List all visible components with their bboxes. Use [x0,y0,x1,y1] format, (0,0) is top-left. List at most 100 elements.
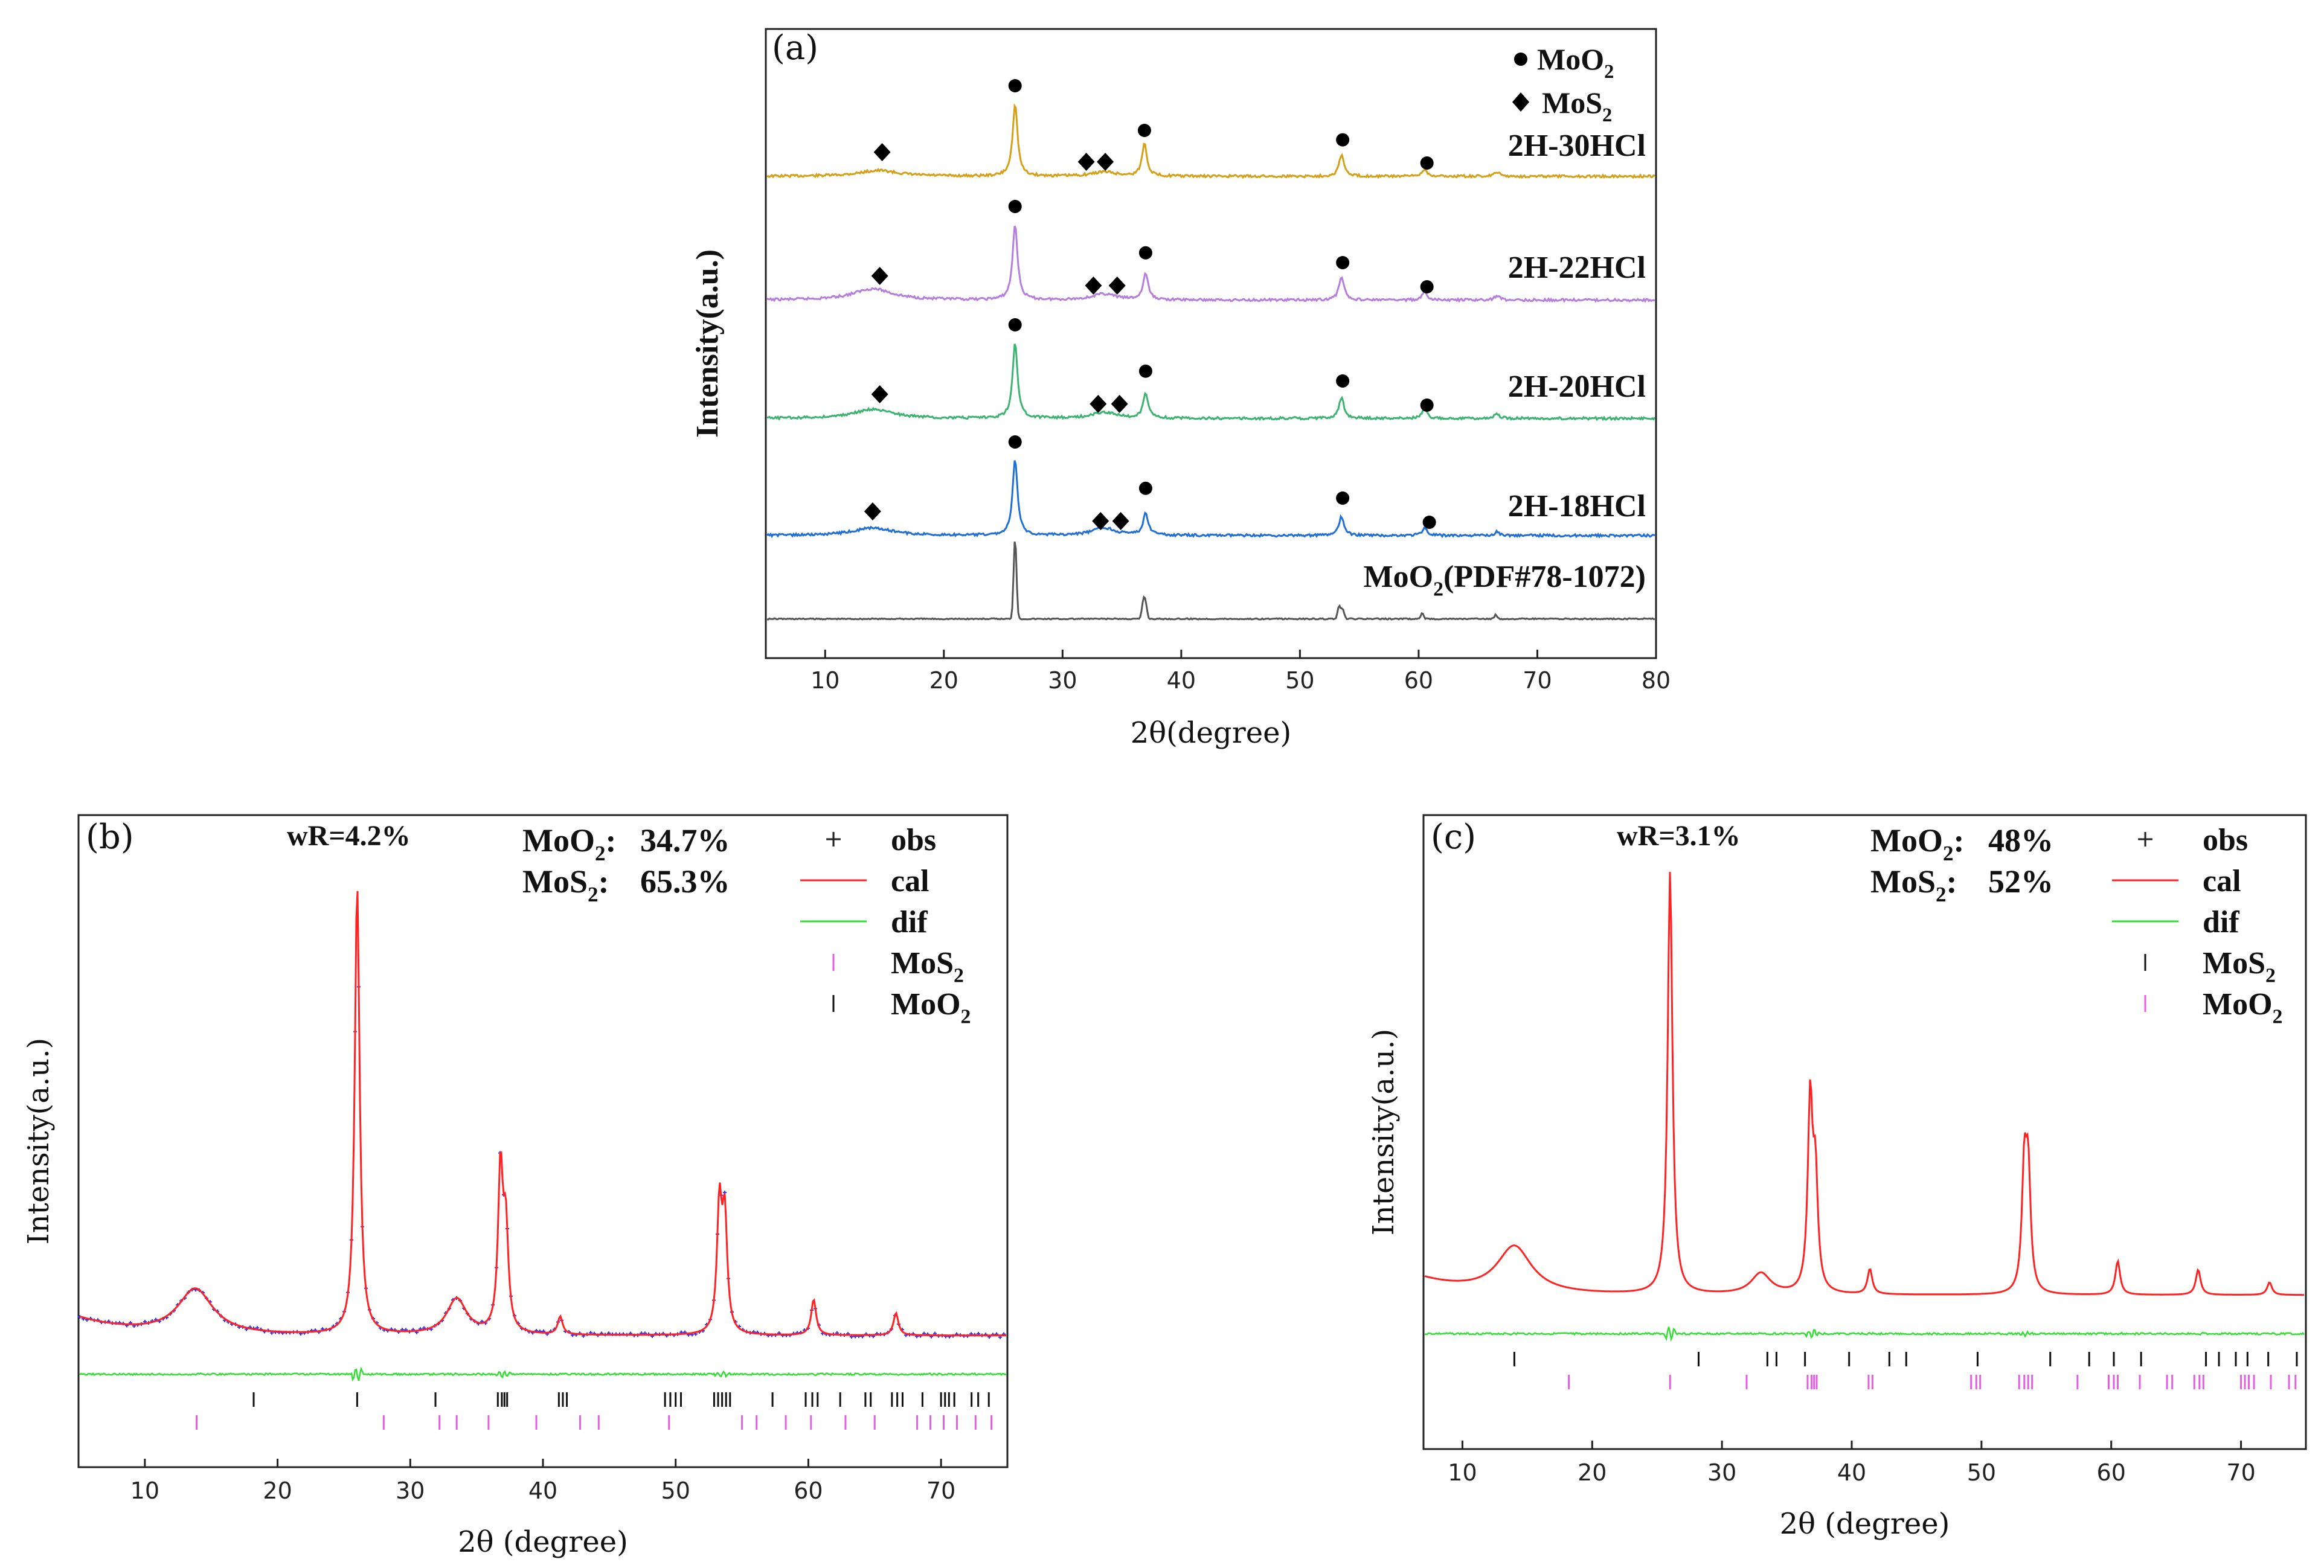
panel-b-x-tick-label: 10 [130,1477,159,1504]
panel-a-x-tick-label: 50 [1285,667,1314,694]
moo2-peak-marker [1008,435,1022,449]
moo2-peak-marker [1420,280,1434,293]
moo2-peak-marker [1138,364,1152,378]
panel-a-x-tick-label: 40 [1167,667,1196,694]
panel-a-x-tick-label: 70 [1523,667,1552,694]
panel-b-obs-points [78,985,1006,1339]
panel-b-legend-dif-label: dif [891,905,928,939]
panel-c-phase2-fraction-value: 52% [1988,863,2053,900]
moo2-peak-marker [1336,256,1350,269]
mos2-legend-diamond-marker [1512,92,1529,112]
panel-c-phase2-fraction-label: MoS2: [1870,863,1957,906]
mos2-peak-marker [1085,277,1102,295]
mos2-peak-marker [1077,153,1095,171]
moo2-peak-marker [1138,481,1152,495]
panel-b-x-axis-title: 2θ (degree) [458,1525,628,1559]
panel-c-legend-dif-label: dif [2203,905,2239,939]
panel-b-x-tick-label: 60 [794,1477,823,1504]
moo2-peak-marker [1008,318,1022,331]
moo2-peak-marker [1420,156,1434,170]
panel-a-x-tick-label: 30 [1048,667,1077,694]
panel-b-legend-phase1-label: MoS2 [891,946,964,987]
panel-c-y-axis-title: Intensity(a.u.) [1367,1029,1401,1235]
panel-b-y-axis-title: Intensity(a.u.) [22,1038,56,1244]
mos2-peak-marker [1090,395,1107,413]
panel-b-x-tick-label: 30 [396,1477,425,1504]
panel-c-x-tick-label: 10 [1448,1459,1477,1486]
panel-b-tag: (b) [86,818,134,857]
panel-c-cal-curve [1424,872,2304,1296]
pattern-line-2h18hcl [766,460,1655,539]
panel-c-x-axis-title: 2θ (degree) [1780,1507,1950,1541]
panel-a-x-tick-label: 60 [1404,667,1433,694]
moo2-peak-marker [1420,398,1434,412]
panel-b-wr-value: wR=4.2% [287,820,411,852]
mos2-peak-marker [1111,395,1128,413]
pattern-line-moo2 [766,541,1655,621]
mos2-peak-marker [871,267,888,285]
panel-a-x-tick-label: 10 [811,667,839,694]
panel-c-dif-curve [1424,1326,2305,1342]
panel-b-x-tick-label: 40 [528,1477,557,1504]
panel-b-phase2-fraction-label: MoS2: [522,863,609,906]
moo2-peak-marker [1008,200,1022,213]
moo2-peak-marker [1137,124,1151,137]
mos2-peak-marker [1112,512,1129,530]
panel-c-x-tick-label: 20 [1578,1459,1607,1486]
pattern-label-2h-18hcl: 2H-18HCl [1508,489,1646,523]
mos2-peak-marker [1097,153,1114,171]
mos2-peak-marker [1092,512,1109,530]
pattern-line-2h22hcl [766,225,1655,303]
panel-c-legend-phase1-label: MoS2 [2203,946,2276,987]
panel-a-x-tick-label: 80 [1642,667,1671,694]
panel-a-y-axis-title: Intensity(a.u.) [690,249,725,438]
panel-b-legend-cal-label: cal [891,864,929,898]
panel-c-legend-cal-label: cal [2203,864,2241,898]
moo2-peak-marker [1422,516,1436,529]
pattern-label-2h-20hcl: 2H-20HCl [1508,370,1646,404]
panel-b-frame [77,814,1009,1468]
mos2-peak-marker [871,385,888,403]
panel-c-x-tick-label: 40 [1837,1459,1866,1486]
panel-b-phase2-fraction-value: 65.3% [640,863,730,900]
panel-b-phase1-fraction-label: MoO2: [522,822,617,865]
moo2-peak-marker [1336,491,1350,505]
panel-c-x-tick-label: 70 [2226,1459,2255,1486]
panel-a-x-axis-title: 2θ(degree) [1131,716,1292,750]
panel-c-phase1-fraction-label: MoO2: [1870,822,1965,865]
pattern-label-pdf: MoO2(PDF#78-1072) [1364,560,1646,601]
panel-c-tag: (c) [1431,818,1476,857]
panel-c-legend-phase2-label: MoO2 [2203,987,2282,1028]
mos2-peak-marker [864,502,881,520]
mos2-peak-marker [873,143,891,161]
panel-c-x-tick-label: 50 [1967,1459,1996,1486]
moo2-peak-marker [1336,133,1350,147]
panel-b-x-tick-label: 70 [926,1477,955,1504]
moo2-peak-marker [1336,374,1350,388]
panel-c-legend-obs-label: obs [2203,823,2248,857]
panel-c-legend-obs-symbol: + [2136,825,2155,852]
panel-b-x-tick-label: 50 [661,1477,690,1504]
panel-b-cal-curve [79,891,1006,1337]
panel-c-frame [1422,814,2307,1450]
pattern-line-2h30hcl [766,103,1655,179]
mos2-legend-label: MoS2 [1542,86,1612,126]
panel-c-x-tick-label: 30 [1707,1459,1736,1486]
pattern-label-2h-22hcl: 2H-22HCl [1508,251,1646,285]
moo2-peak-marker [1138,246,1152,260]
mos2-peak-marker [1108,277,1126,295]
panel-c-x-tick-label: 60 [2097,1459,2126,1486]
panel-b-x-tick-label: 20 [263,1477,292,1504]
panel-b-dif-curve [79,1366,1007,1382]
pattern-line-2h20hcl [766,344,1656,421]
panel-a-tag: (a) [772,28,818,68]
moo2-peak-marker [1008,79,1022,92]
panel-a-frame [765,28,1657,659]
panel-b-phase1-fraction-value: 34.7% [640,822,730,859]
panel-c-phase1-fraction-value: 48% [1988,822,2053,859]
moo2-legend-circle-marker [1514,53,1527,66]
panel-b-legend-phase2-label: MoO2 [891,987,971,1028]
panel-b-legend-obs-label: obs [891,823,936,857]
panel-b-legend-obs-symbol: + [824,825,843,852]
